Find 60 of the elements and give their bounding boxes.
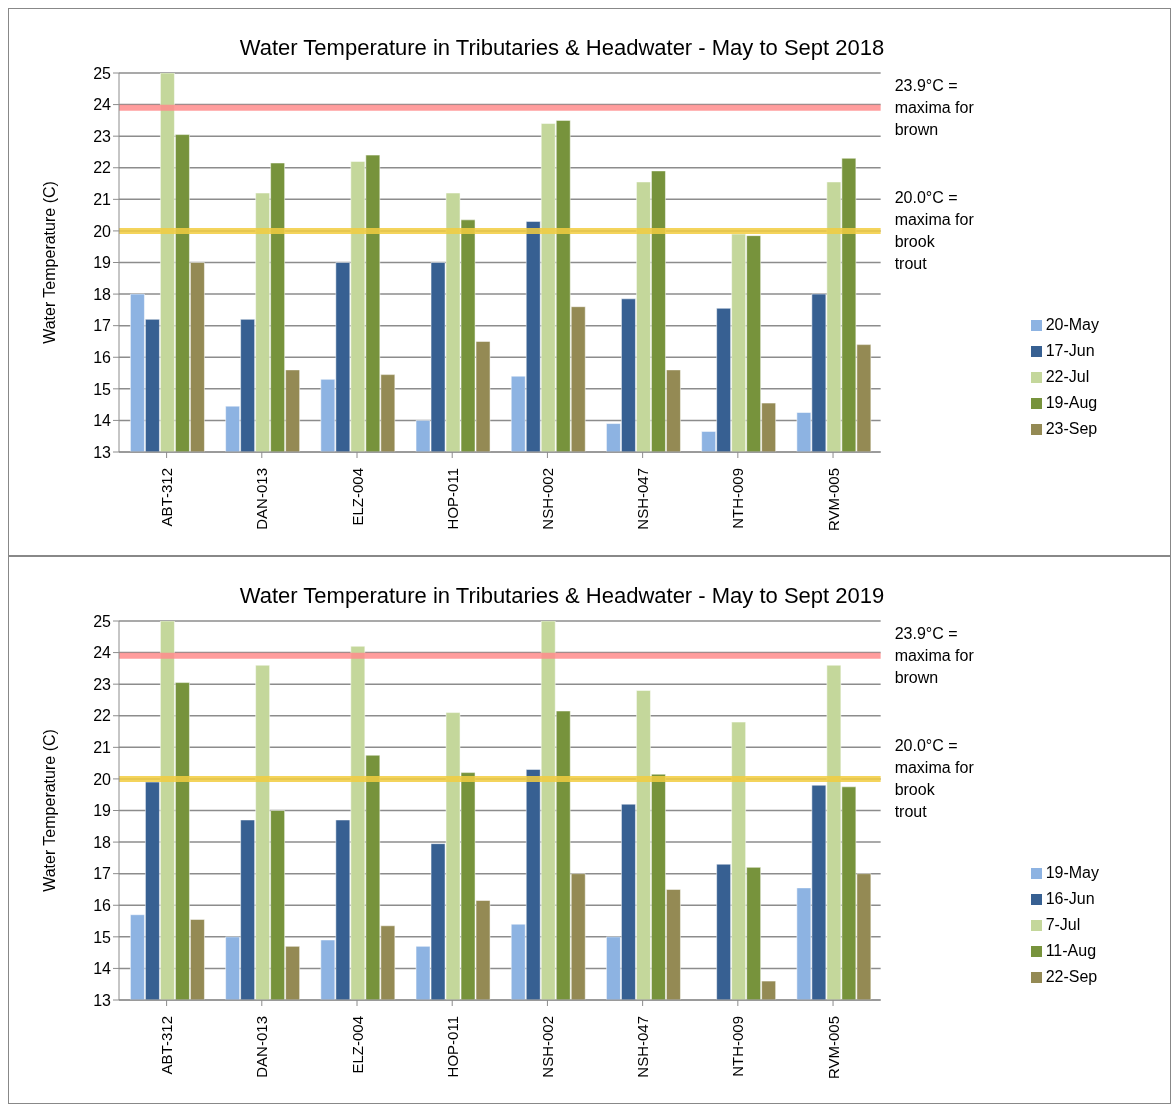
y-tick-label: 22 bbox=[93, 159, 112, 177]
chart-title: Water Temperature in Tributaries & Headwater - May to Sept 2018 bbox=[238, 35, 886, 61]
x-tick-label: NSH-002 bbox=[538, 468, 556, 530]
y-tick-label: 24 bbox=[93, 644, 112, 662]
y-axis-title: Water Temperature (C) bbox=[40, 729, 58, 892]
y-axis-title: Water Temperature (C) bbox=[40, 181, 58, 344]
ref-line-label: 23.9°C = maxima for brown bbox=[894, 624, 975, 686]
y-tick-label: 19 bbox=[93, 254, 112, 272]
y-tick-label: 21 bbox=[93, 191, 112, 209]
legend-label: 22-Sep bbox=[1045, 968, 1098, 985]
y-tick-label: 18 bbox=[93, 833, 112, 851]
x-tick-label: ELZ-004 bbox=[348, 1016, 366, 1074]
y-tick-label: 14 bbox=[93, 412, 112, 430]
legend-label: 7-Jul bbox=[1045, 916, 1081, 933]
chart-title: Water Temperature in Tributaries & Headwater - May to Sept 2019 bbox=[238, 583, 886, 609]
x-tick-label: NSH-047 bbox=[634, 1016, 652, 1078]
legend-label: 19-May bbox=[1045, 864, 1099, 881]
y-tick-label: 20 bbox=[93, 770, 112, 788]
legend-label: 22-Jul bbox=[1045, 368, 1090, 385]
legend-label: 11-Aug bbox=[1045, 942, 1097, 959]
x-tick-label: NTH-009 bbox=[729, 1016, 747, 1077]
legend-label: 16-Jun bbox=[1045, 890, 1095, 907]
x-tick-label: HOP-011 bbox=[443, 468, 461, 530]
x-tick-label: HOP-011 bbox=[443, 1016, 461, 1078]
y-tick-label: 23 bbox=[93, 127, 112, 145]
y-tick-label: 17 bbox=[93, 317, 112, 335]
y-tick-label: 19 bbox=[93, 802, 112, 820]
x-tick-label: ABT-312 bbox=[158, 1016, 176, 1075]
y-tick-label: 18 bbox=[93, 285, 112, 303]
x-tick-label: DAN-013 bbox=[253, 468, 271, 530]
legend-label: 23-Sep bbox=[1045, 420, 1098, 437]
y-tick-label: 13 bbox=[93, 443, 112, 461]
x-tick-label: DAN-013 bbox=[253, 1016, 271, 1078]
y-tick-label: 24 bbox=[93, 96, 112, 114]
y-tick-label: 15 bbox=[93, 380, 112, 398]
y-tick-label: 23 bbox=[93, 675, 112, 693]
legend-label: 20-May bbox=[1045, 316, 1099, 333]
x-tick-label: RVM-005 bbox=[824, 468, 842, 532]
y-tick-label: 21 bbox=[93, 739, 112, 757]
x-tick-label: ELZ-004 bbox=[348, 468, 366, 526]
x-tick-label: NSH-047 bbox=[634, 468, 652, 530]
x-tick-label: NTH-009 bbox=[729, 468, 747, 529]
legend-label: 17-Jun bbox=[1045, 342, 1095, 359]
ref-line-label: 20.0°C = maxima for brook trout bbox=[894, 736, 975, 820]
y-tick-label: 13 bbox=[93, 991, 112, 1009]
y-tick-label: 20 bbox=[93, 222, 112, 240]
y-tick-label: 25 bbox=[93, 64, 112, 82]
legend-label: 19-Aug bbox=[1045, 394, 1098, 411]
ref-line-label: 23.9°C = maxima for brown bbox=[894, 76, 975, 138]
x-tick-label: NSH-002 bbox=[538, 1016, 556, 1078]
y-tick-label: 22 bbox=[93, 707, 112, 725]
ref-line-label: 20.0°C = maxima for brook trout bbox=[894, 188, 975, 272]
y-tick-label: 16 bbox=[93, 348, 112, 366]
y-tick-label: 16 bbox=[93, 896, 112, 914]
y-tick-label: 14 bbox=[93, 960, 112, 978]
y-tick-label: 17 bbox=[93, 865, 112, 883]
y-tick-label: 15 bbox=[93, 928, 112, 946]
x-tick-label: RVM-005 bbox=[824, 1016, 842, 1080]
x-tick-label: ABT-312 bbox=[158, 468, 176, 527]
y-tick-label: 25 bbox=[93, 612, 112, 630]
